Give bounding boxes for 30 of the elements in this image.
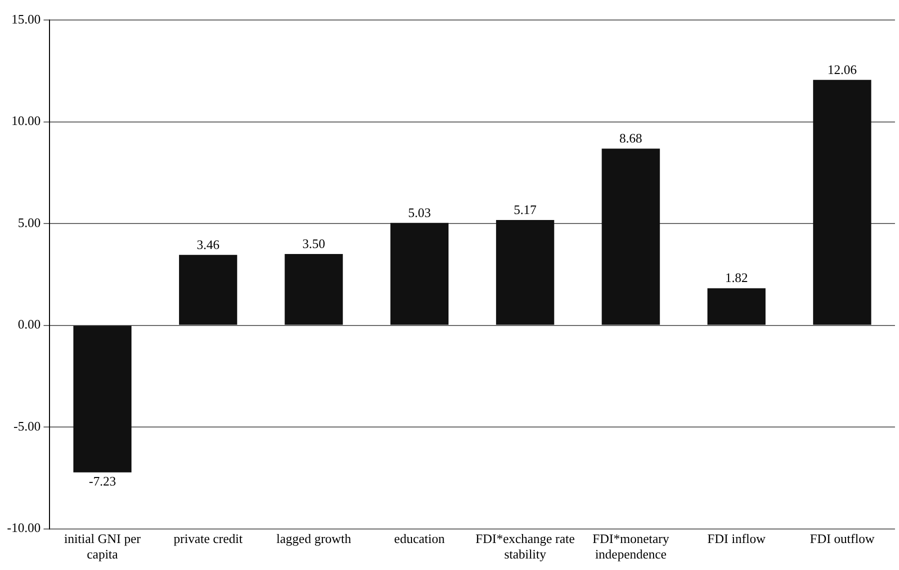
bar — [707, 288, 766, 325]
data-label: 1.82 — [725, 270, 748, 286]
y-tick-label: 5.00 — [18, 214, 41, 230]
x-tick-label: FDI*monetary independence — [592, 531, 670, 562]
x-tick-label: FDI outflow — [810, 531, 876, 546]
y-tick-label: 10.00 — [11, 113, 41, 128]
bar — [390, 222, 449, 325]
bar — [179, 254, 238, 325]
data-label: 12.06 — [828, 62, 858, 77]
x-tick-label: initial GNI per capita — [64, 531, 142, 562]
x-tick-label: FDI*exchange rate stability — [475, 531, 575, 562]
x-tick-label: FDI inflow — [707, 531, 766, 546]
bar — [496, 220, 554, 325]
bar — [813, 80, 872, 325]
y-tick-label: -5.00 — [13, 418, 41, 434]
data-label: 5.17 — [514, 202, 538, 217]
bar — [284, 254, 343, 325]
data-label: 8.68 — [619, 130, 642, 146]
bar — [73, 326, 132, 472]
y-tick-label: 0.00 — [18, 316, 41, 332]
y-tick-label: 15.00 — [11, 11, 41, 26]
data-label: -7.23 — [88, 473, 116, 488]
x-tick-label: private credit — [174, 531, 243, 546]
bar — [602, 148, 660, 325]
x-tick-label: education — [394, 531, 446, 546]
data-label: 5.03 — [408, 204, 431, 220]
data-label: 3.50 — [302, 236, 326, 251]
x-tick-label: lagged growth — [276, 531, 352, 546]
y-tick-label: -10.00 — [6, 520, 41, 536]
data-label: 3.46 — [196, 236, 220, 252]
